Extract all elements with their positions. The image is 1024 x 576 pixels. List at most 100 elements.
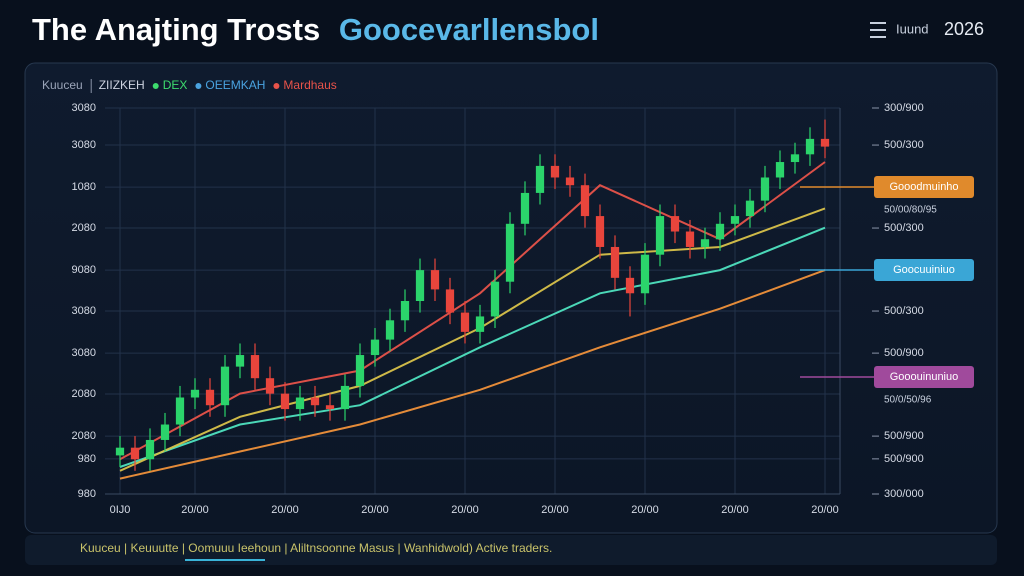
legend-label: ZIIZKEH <box>99 78 145 92</box>
legend-separator <box>90 79 92 93</box>
legend-swatch <box>273 83 280 89</box>
y2-tick-label: 500/300 <box>884 305 924 317</box>
candle-body <box>730 216 740 224</box>
y-tick-label: 3080 <box>72 305 96 317</box>
y2-tick-label: 500/300 <box>884 222 924 234</box>
candle-body <box>400 301 410 321</box>
candle-body <box>775 162 785 178</box>
candle-body <box>475 316 485 332</box>
y-tick-label: 2080 <box>72 388 96 400</box>
candle-body <box>265 378 275 394</box>
candle-body <box>115 447 125 456</box>
annotation-tag <box>874 259 974 281</box>
annotation-tag <box>874 366 974 388</box>
candle-body <box>745 200 755 217</box>
x-tick-label: 20/00 <box>541 504 569 516</box>
candle-body <box>430 270 440 290</box>
candle-body <box>355 355 365 386</box>
candle-body <box>565 177 575 186</box>
x-tick-label: 0IJ0 <box>110 504 131 516</box>
y2-tick-label: 500/900 <box>884 430 924 442</box>
candle-body <box>505 223 515 282</box>
y2-tick-label: 500/300 <box>884 139 924 151</box>
x-tick-label: 20/00 <box>181 504 209 516</box>
candle-body <box>145 439 155 460</box>
annotation-sub: 50/00/80/95 <box>884 205 937 216</box>
candle-body <box>805 138 815 155</box>
candle-body <box>460 312 470 332</box>
candle-body <box>220 366 230 406</box>
candle-body <box>280 393 290 410</box>
legend-swatch <box>152 83 159 89</box>
candle-body <box>820 138 830 147</box>
legend-label: Mardhaus <box>283 78 336 92</box>
year: 2026 <box>944 19 984 39</box>
annotation-label: Gooouinuniuo <box>890 371 959 383</box>
candle-body <box>625 277 635 294</box>
menu-label[interactable]: Iuund <box>896 21 929 36</box>
menu-icon[interactable] <box>870 22 886 38</box>
legend-swatch <box>195 83 202 89</box>
x-tick-label: 20/00 <box>361 504 389 516</box>
candle-body <box>610 246 620 278</box>
y-tick-label: 3080 <box>72 102 96 114</box>
y-tick-label: 3080 <box>72 139 96 151</box>
candle-body <box>670 216 680 232</box>
legend-label: DEX <box>163 78 188 92</box>
candle-body <box>310 397 320 406</box>
chart-panel <box>24 62 998 534</box>
candle-body <box>445 289 455 313</box>
y-tick-label: 2080 <box>72 222 96 234</box>
candle-body <box>640 254 650 294</box>
candle-body <box>205 389 215 406</box>
candle-body <box>535 165 545 193</box>
legend-label: Kuuceu <box>42 78 83 92</box>
candle-body <box>340 385 350 410</box>
y-tick-label: 1080 <box>72 181 96 193</box>
x-tick-label: 20/00 <box>451 504 479 516</box>
candle-body <box>595 216 605 247</box>
candle-body <box>325 405 335 410</box>
footer-accent <box>185 559 265 561</box>
footer-bar <box>25 535 997 565</box>
footer-text: Kuuceu | Keuuutte | Oomuuu Ieehoun | Ali… <box>80 541 552 555</box>
legend: Kuuceu ZIIZKEH DEX OEEMKAH Mardhaus <box>42 78 337 93</box>
candle-body <box>685 231 695 247</box>
y-tick-label: 3080 <box>72 347 96 359</box>
page-title: The Anajting Trosts Goocevarllensbol <box>32 12 599 47</box>
candle-body <box>715 223 725 240</box>
candle-body <box>130 447 140 460</box>
moving-average-line <box>119 226 826 468</box>
candle-body <box>175 397 185 425</box>
candle-body <box>160 424 170 440</box>
y2-tick-label: 500/900 <box>884 347 924 359</box>
candle-body <box>520 192 530 224</box>
annotation-tag <box>874 176 974 198</box>
moving-average-line <box>119 269 826 480</box>
candle-body <box>190 389 200 398</box>
annotation-sub: 50/0/50/96 <box>884 395 932 406</box>
y2-tick-label: 300/000 <box>884 488 924 500</box>
x-tick-label: 20/00 <box>631 504 659 516</box>
y2-tick-label: 500/900 <box>884 453 924 465</box>
y-tick-label: 9080 <box>72 264 96 276</box>
candle-body <box>370 339 380 356</box>
candle-body <box>760 177 770 201</box>
x-tick-label: 20/00 <box>721 504 749 516</box>
y-tick-label: 2080 <box>72 430 96 442</box>
title-highlight: Goocevarllensbol <box>339 12 599 47</box>
annotation-label: Goocuuiniuo <box>893 264 955 276</box>
x-tick-label: 20/00 <box>271 504 299 516</box>
annotation-label: Gooodmuinho <box>889 181 958 193</box>
y2-tick-label: 300/900 <box>884 102 924 114</box>
candle-body <box>250 355 260 379</box>
candle-body <box>415 270 425 301</box>
plot: 3080 3080 1080 2080 9080 3080 3080 2080 2080 980 9… <box>72 102 974 516</box>
candle-body <box>235 355 245 367</box>
y-tick-label: 980 <box>78 453 96 465</box>
candle-body <box>295 397 305 410</box>
candle-body <box>655 216 665 255</box>
title-main: The Anajting Trosts <box>32 12 320 47</box>
candle-body <box>550 165 560 178</box>
